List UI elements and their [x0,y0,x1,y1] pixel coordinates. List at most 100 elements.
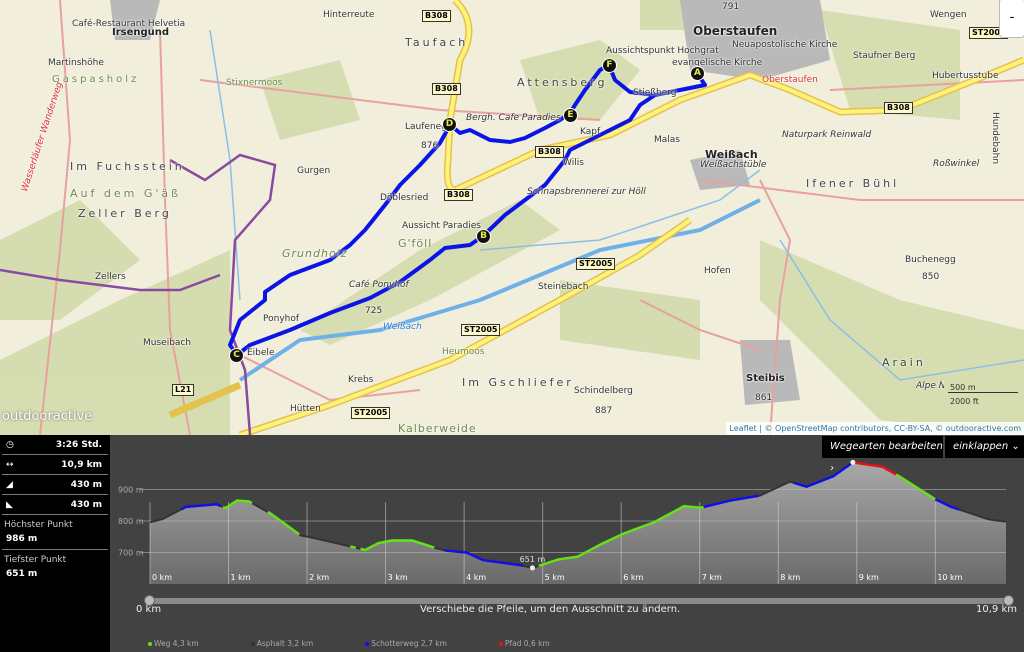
segment-schotterweg [703,494,759,509]
x-tick-label: 9 km [859,573,879,582]
map-label: Kalberweide [398,422,477,435]
zoom-out-button[interactable]: - [999,0,1024,38]
x-tick-label: 1 km [231,573,251,582]
legend-dot [250,641,255,646]
legend-item-pfad: Pfad 0,6 km [498,639,550,648]
legend-dot [498,641,503,646]
route-marker-a[interactable]: A [690,66,705,81]
road-sign: ST2005 [351,407,391,419]
x-tick-label: 3 km [388,573,408,582]
range-slider[interactable] [144,595,1014,606]
route-marker-c[interactable]: C [229,348,244,363]
map-label: Buchenegg [905,255,956,265]
scale-bar: 500 m 2000 ft [948,383,1018,406]
collapse-button[interactable]: einklappen ⌄ [945,436,1024,458]
x-tick-label: 0 km [152,573,172,582]
legend-item-weg: Weg 4,3 km [148,639,199,648]
route-marker-b[interactable]: B [476,229,491,244]
extreme-point-marker [529,565,535,571]
map-label: Auf dem G'äß [70,187,182,200]
highest-point-label: Höchster Punkt [4,520,73,530]
map-label: Martinshöhe [48,58,104,68]
road-sign: B308 [422,10,451,22]
map-label: Ponyhof [263,314,300,324]
map-label: Heumoos [442,347,485,357]
segment-schotterweg [180,503,222,511]
map-label: 725 [365,306,383,316]
segment-schotterweg [444,549,524,568]
map-label: Museibach [143,338,192,348]
river-weissach [238,198,761,382]
map-label: Roßwinkel [933,159,980,169]
map-label: Weißach [705,148,758,161]
map-label: Schindelberg [574,386,633,396]
range-slider-min-handle[interactable] [144,595,155,606]
streams [209,29,1024,381]
ascent-icon: ◢ [6,479,13,490]
x-tick-label: 5 km [545,573,565,582]
edit-way-types-button[interactable]: Wegearten bearbeiten › [822,436,943,474]
map-label: Taufach [405,36,469,49]
map-label: Oberstaufen [693,24,778,38]
extreme-point-marker [850,459,856,465]
segment-weg [349,545,357,549]
map-label: Krebs [348,375,374,385]
extreme-point-label: 651 m [520,555,546,564]
map-label: 887 [595,406,613,416]
map-label: Döblesried [380,193,429,203]
map-label: Stießberg [633,88,677,98]
map-label: Irsengund [112,27,170,38]
map-label: Aussicht Paradies [402,221,481,231]
map-label: Naturpark Reinwald [782,130,872,140]
x-tick-label: 6 km [623,573,643,582]
segment-weg [538,504,704,568]
map-attribution[interactable]: Leaflet | © OpenStreetMap contributors, … [726,422,1024,435]
lowest-point-value: 651 m [6,569,38,579]
map-label: Hundebahn [990,112,1000,165]
map-label: Weißachstüble [700,160,767,170]
map-label: evangelische Kirche [672,58,763,68]
distance-icon: ↔ [6,459,14,470]
map-label: Oberstaufen [762,75,818,85]
slider-max-label: 10,9 km [976,604,1017,615]
map-label: Aussichtspunkt Hochgrat [606,46,719,56]
route-line[interactable] [228,63,707,357]
elevation-area [150,462,1006,584]
map-label: 861 [755,393,773,403]
x-tick-label: 4 km [466,573,486,582]
y-tick-label: 700 m [118,549,144,558]
map-label: Arain [882,356,926,369]
map-label: 876 [421,141,439,151]
map-label: Café Ponyhof [349,280,409,290]
road-sign: B308 [432,83,461,95]
map-label: Kapf [580,127,601,137]
route-marker-f[interactable]: F [602,58,617,73]
lowest-point-label: Tiefster Punkt [4,555,67,565]
map[interactable]: Hinterreute Taufach Café-Restaurant Helv… [0,0,1024,435]
segment-weg [360,539,435,552]
map-label: 791 [722,2,740,12]
map-label: Café-Restaurant Helvetia [72,19,186,29]
road-sign: ST2005 [576,258,616,270]
x-tick-label: 7 km [702,573,722,582]
clock-icon: ◷ [6,439,14,450]
settlements [110,0,830,405]
map-label: 850 [922,272,940,282]
road-sign: B308 [535,146,564,158]
route-marker-e[interactable]: E [563,108,578,123]
legend-dot [148,641,152,646]
map-label: G'föll [398,237,433,250]
map-label: Staufner Berg [853,51,916,61]
map-label: Gurgen [297,166,331,176]
range-slider-max-handle[interactable] [1003,595,1014,606]
map-label: Im Gschliefer [462,376,574,389]
stat-distance: ↔ 10,9 km [2,455,108,475]
map-label: Hofen [704,266,731,276]
x-tick-label: 2 km [309,573,329,582]
map-label: Wilis [563,158,584,168]
map-label: Neuapostolische Kirche [732,40,838,50]
elevation-profile-chart[interactable]: 700 m 800 m 900 m 0 km 1 km 2 km 3 km 4 km 5 km 6… [110,458,1024,588]
route-marker-d[interactable]: D [442,117,457,132]
minor-roads [39,0,1024,435]
map-label: Weißach [383,322,422,332]
